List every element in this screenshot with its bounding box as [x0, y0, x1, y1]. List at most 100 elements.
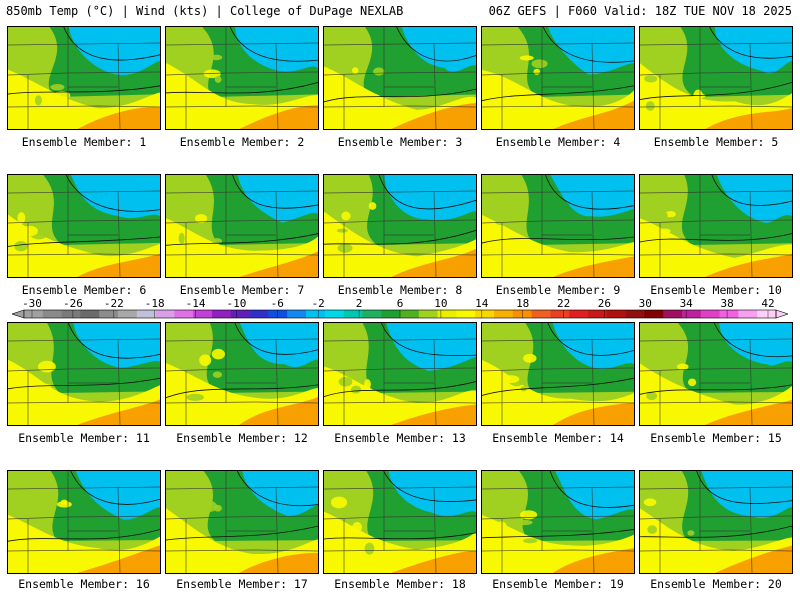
temperature-field — [166, 27, 318, 129]
ensemble-map-6 — [7, 174, 161, 278]
ensemble-member-label: Ensemble Member: 8 — [337, 283, 463, 297]
ensemble-member-label: Ensemble Member: 19 — [492, 577, 624, 591]
colorbar-swatch — [437, 310, 457, 318]
model-run-info: 06Z GEFS | F060 Valid: 18Z TUE NOV 18 20… — [488, 4, 792, 18]
colorbar-swatch — [24, 310, 44, 318]
colorbar-swatch — [42, 310, 62, 318]
colorbar-tick-label: -18 — [145, 297, 165, 310]
temperature-field — [8, 323, 160, 425]
colorbar-tick-label: -30 — [22, 297, 42, 310]
colorbar-tick-label: 2 — [356, 297, 363, 310]
ensemble-member-label: Ensemble Member: 2 — [179, 135, 305, 149]
temperature-field — [640, 323, 792, 425]
colorbar-tick-label: 38 — [720, 297, 733, 310]
colorbar-swatch — [249, 310, 269, 318]
temperature-field — [324, 323, 476, 425]
colorbar-swatch — [569, 310, 589, 318]
ensemble-map-15 — [639, 322, 793, 426]
temperature-field — [166, 323, 318, 425]
temperature-field — [482, 323, 634, 425]
temperature-colorbar: -30 -26 -22 -18 -14 -10 -6 -2 2 6 10 14 18 22 26 30 34 38… — [12, 296, 788, 322]
colorbar-tick-label: 34 — [680, 297, 694, 310]
colorbar-swatch — [118, 310, 138, 318]
colorbar-swatch — [381, 310, 401, 318]
colorbar-tick-label: 14 — [475, 297, 489, 310]
temperature-field — [8, 471, 160, 573]
ensemble-map-17 — [165, 470, 319, 574]
temperature-field — [482, 27, 634, 129]
colorbar-tick-label: -2 — [312, 297, 325, 310]
ensemble-member-label: Ensemble Member: 9 — [495, 283, 621, 297]
colorbar-tick-label: 42 — [761, 297, 774, 310]
colorbar-swatch — [456, 310, 476, 318]
ensemble-map-10 — [639, 174, 793, 278]
colorbar-swatch — [550, 310, 570, 318]
colorbar-swatch — [306, 310, 326, 318]
temperature-field — [324, 471, 476, 573]
ensemble-map-9 — [481, 174, 635, 278]
colorbar-swatch — [475, 310, 495, 318]
colorbar-swatch — [418, 310, 438, 318]
temperature-field — [482, 175, 634, 277]
colorbar-swatch — [738, 310, 758, 318]
colorbar-tick-label: -6 — [271, 297, 284, 310]
ensemble-member-label: Ensemble Member: 11 — [18, 431, 150, 445]
colorbar-tick-label: 18 — [516, 297, 529, 310]
colorbar-swatch — [757, 310, 777, 318]
map-title: 850mb Temp (°C) | Wind (kts) | College o… — [6, 4, 404, 18]
ensemble-map-19 — [481, 470, 635, 574]
colorbar-left-arrow — [12, 309, 25, 319]
colorbar-swatch — [606, 310, 626, 318]
ensemble-map-8 — [323, 174, 477, 278]
temperature-field — [640, 27, 792, 129]
colorbar-swatch — [155, 310, 175, 318]
colorbar-right-arrow — [775, 309, 788, 319]
ensemble-map-5 — [639, 26, 793, 130]
ensemble-map-20 — [639, 470, 793, 574]
colorbar-swatch — [287, 310, 307, 318]
ensemble-map-12 — [165, 322, 319, 426]
colorbar-swatch — [494, 310, 514, 318]
colorbar-swatch — [663, 310, 683, 318]
colorbar-tick-label: 30 — [639, 297, 652, 310]
temperature-field — [640, 175, 792, 277]
ensemble-member-label: Ensemble Member: 16 — [18, 577, 150, 591]
colorbar-swatch — [682, 310, 702, 318]
colorbar-swatch — [174, 310, 194, 318]
temperature-field — [324, 27, 476, 129]
ensemble-map-18 — [323, 470, 477, 574]
colorbar-swatch — [531, 310, 551, 318]
colorbar-swatch — [719, 310, 739, 318]
colorbar-tick-label: 26 — [598, 297, 611, 310]
temperature-field — [640, 471, 792, 573]
temperature-field — [166, 471, 318, 573]
ensemble-map-11 — [7, 322, 161, 426]
colorbar-swatch — [400, 310, 420, 318]
colorbar-swatch — [644, 310, 664, 318]
colorbar-swatch — [700, 310, 720, 318]
temperature-field — [8, 27, 160, 129]
temperature-field — [324, 175, 476, 277]
ensemble-member-label: Ensemble Member: 6 — [21, 283, 147, 297]
colorbar-tick-label: 10 — [434, 297, 447, 310]
ensemble-member-label: Ensemble Member: 3 — [337, 135, 463, 149]
ensemble-map-16 — [7, 470, 161, 574]
ensemble-map-4 — [481, 26, 635, 130]
ensemble-map-1 — [7, 26, 161, 130]
colorbar-swatch — [230, 310, 250, 318]
ensemble-map-2 — [165, 26, 319, 130]
colorbar-swatch — [343, 310, 363, 318]
colorbar-swatch — [212, 310, 232, 318]
colorbar-tick-label: 6 — [397, 297, 404, 310]
colorbar-swatch — [268, 310, 288, 318]
colorbar-swatch — [193, 310, 213, 318]
ensemble-member-label: Ensemble Member: 12 — [176, 431, 308, 445]
ensemble-member-label: Ensemble Member: 20 — [650, 577, 782, 591]
ensemble-member-label: Ensemble Member: 5 — [653, 135, 779, 149]
temperature-field — [166, 175, 318, 277]
ensemble-map-3 — [323, 26, 477, 130]
ensemble-member-label: Ensemble Member: 4 — [495, 135, 621, 149]
ensemble-map-14 — [481, 322, 635, 426]
colorbar-tick-label: -26 — [63, 297, 83, 310]
colorbar-swatch — [588, 310, 608, 318]
